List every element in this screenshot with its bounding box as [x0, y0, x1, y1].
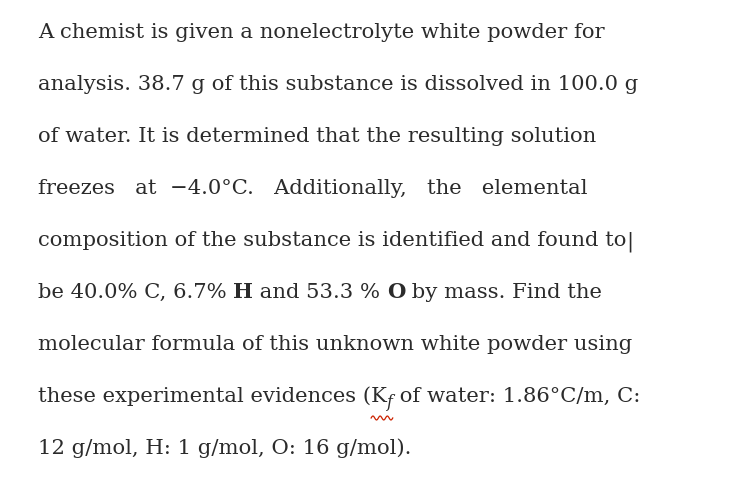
- Text: O: O: [387, 282, 405, 302]
- Text: and 53.3 %: and 53.3 %: [253, 283, 387, 302]
- Text: |: |: [626, 231, 634, 251]
- Text: freezes   at  −4.0°C.   Additionally,   the   elemental: freezes at −4.0°C. Additionally, the ele…: [38, 179, 587, 198]
- Text: of water. It is determined that the resulting solution: of water. It is determined that the resu…: [38, 127, 596, 146]
- Text: be 40.0% C, 6.7%: be 40.0% C, 6.7%: [38, 283, 234, 302]
- Text: analysis. 38.7 g of this substance is dissolved in 100.0 g: analysis. 38.7 g of this substance is di…: [38, 75, 638, 94]
- Text: f: f: [387, 394, 392, 411]
- Text: by mass. Find the: by mass. Find the: [405, 283, 602, 302]
- Text: of water: 1.86°C/m, C:: of water: 1.86°C/m, C:: [392, 387, 640, 406]
- Text: molecular formula of this unknown white powder using: molecular formula of this unknown white …: [38, 335, 632, 354]
- Text: these experimental evidences (K: these experimental evidences (K: [38, 386, 387, 406]
- Text: H: H: [234, 282, 253, 302]
- Text: A chemist is given a nonelectrolyte white powder for: A chemist is given a nonelectrolyte whit…: [38, 23, 604, 42]
- Text: composition of the substance is identified and found to: composition of the substance is identifi…: [38, 231, 626, 250]
- Text: 12 g/mol, H: 1 g/mol, O: 16 g/mol).: 12 g/mol, H: 1 g/mol, O: 16 g/mol).: [38, 438, 411, 458]
